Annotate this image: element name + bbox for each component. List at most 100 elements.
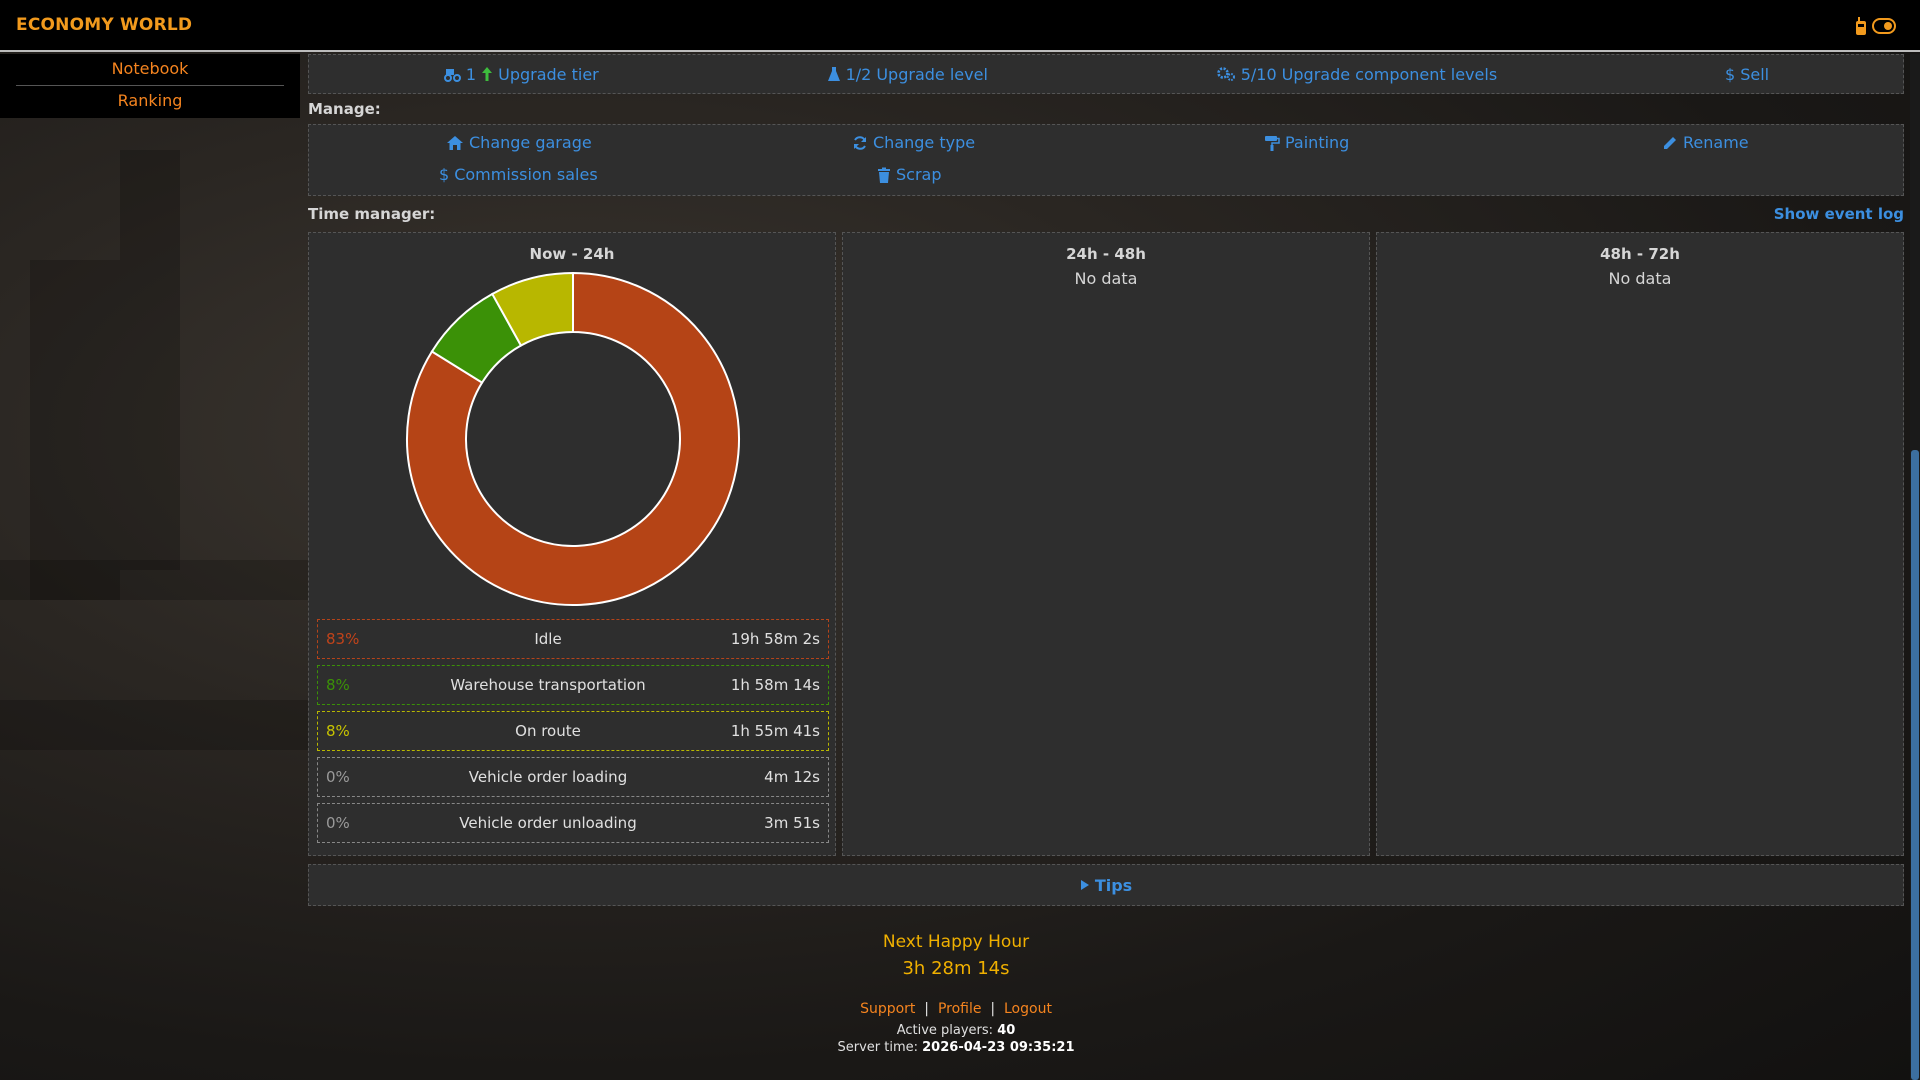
footer: Next Happy Hour 3h 28m 14s Support | Pro… xyxy=(308,932,1604,1055)
scrap-button[interactable]: Scrap xyxy=(877,165,942,184)
pencil-icon xyxy=(1664,136,1676,149)
background-tower xyxy=(30,260,120,600)
server-time: Server time: 2026-04-23 09:35:21 xyxy=(308,1040,1604,1055)
time-column-now: Now - 24h 83% Idle 19h 58m 2s 8% Warehouse t… xyxy=(308,232,836,856)
commission-sales-label: Commission sales xyxy=(454,165,598,184)
tips-toggle[interactable]: Tips xyxy=(308,864,1904,906)
time-manager-title: Time manager: xyxy=(308,205,436,223)
scrollbar-thumb[interactable] xyxy=(1911,450,1919,1080)
upgrade-component-label: Upgrade component levels xyxy=(1281,64,1498,84)
app-brand[interactable]: ECONOMY WORLD xyxy=(16,15,193,35)
tractor-icon xyxy=(443,69,461,82)
donut-slice-idle[interactable] xyxy=(406,271,740,606)
legend-label: Vehicle order unloading xyxy=(459,814,637,832)
happy-hour-title: Next Happy Hour xyxy=(882,932,1030,952)
sell-button[interactable]: $ Sell xyxy=(1725,65,1769,84)
paint-roller-icon xyxy=(1265,135,1280,151)
rename-button[interactable]: Rename xyxy=(1662,133,1749,152)
legend-percent: 83% xyxy=(326,630,360,648)
change-garage-label: Change garage xyxy=(469,133,592,152)
commission-sales-button[interactable]: $ Commission sales xyxy=(439,165,598,184)
change-garage-button[interactable]: Change garage xyxy=(446,133,592,152)
upgrade-component-button[interactable]: 5/10 Upgrade component levels xyxy=(1216,65,1497,84)
time-column-24-48: 24h - 48h No data xyxy=(842,232,1370,856)
column-no-data: No data xyxy=(1608,269,1672,288)
support-link[interactable]: Support xyxy=(860,1001,916,1017)
footer-links: Support | Profile | Logout xyxy=(860,1001,1052,1017)
active-players-label: Active players: xyxy=(896,1023,994,1038)
upgrade-level-count: 1/2 xyxy=(845,64,872,84)
legend-row: 8% On route 1h 55m 41s xyxy=(317,711,829,751)
profile-link[interactable]: Profile xyxy=(937,1001,982,1017)
scrap-label: Scrap xyxy=(896,165,942,184)
cogs-icon xyxy=(1216,67,1235,81)
upgrade-bar: 1 Upgrade tier 1/2 Upgrade level 5/10 Up… xyxy=(308,54,1904,94)
walkie-talkie-icon[interactable] xyxy=(1854,16,1868,36)
upgrade-tier-button[interactable]: 1 Upgrade tier xyxy=(443,65,599,84)
column-title: Now - 24h xyxy=(529,245,615,263)
flask-icon xyxy=(827,67,840,81)
background-pipe xyxy=(0,560,310,600)
legend-duration: 19h 58m 2s xyxy=(730,630,820,648)
toggle-icon[interactable] xyxy=(1872,18,1896,34)
dollar-icon: $ xyxy=(1725,64,1736,84)
rename-label: Rename xyxy=(1683,133,1749,152)
time-manager-header: Time manager: Show event log xyxy=(308,196,1904,232)
time-column-48-72: 48h - 72h No data xyxy=(1376,232,1904,856)
active-players-count: 40 xyxy=(997,1023,1016,1038)
upgrade-tier-count: 1 xyxy=(465,64,477,84)
painting-label: Painting xyxy=(1285,133,1350,152)
legend-duration: 1h 55m 41s xyxy=(730,722,820,740)
active-players: Active players: 40 xyxy=(308,1023,1604,1038)
upgrade-component-count: 5/10 xyxy=(1240,64,1277,84)
legend-duration: 3m 51s xyxy=(764,814,820,832)
legend-row: 0% Vehicle order unloading 3m 51s xyxy=(317,803,829,843)
legend-percent: 0% xyxy=(326,814,350,832)
legend-label: Warehouse transportation xyxy=(450,676,646,694)
time-columns: Now - 24h 83% Idle 19h 58m 2s 8% Warehouse t… xyxy=(308,232,1904,856)
column-title: 48h - 72h xyxy=(1600,245,1680,263)
trash-icon xyxy=(878,167,890,183)
logout-link[interactable]: Logout xyxy=(1004,1001,1052,1017)
dollar-icon: $ xyxy=(439,165,450,184)
upgrade-level-button[interactable]: 1/2 Upgrade level xyxy=(827,65,988,84)
manage-panel: Change garage Change type Painting Ren xyxy=(308,124,1904,196)
chart-legend: 83% Idle 19h 58m 2s 8% Warehouse transportat… xyxy=(317,619,829,849)
legend-percent: 0% xyxy=(326,768,350,786)
sidebar: Notebook Ranking xyxy=(0,54,300,118)
legend-duration: 1h 58m 14s xyxy=(730,676,820,694)
happy-hour-countdown: 3h 28m 14s xyxy=(902,958,1010,979)
server-time-label: Server time: xyxy=(837,1040,918,1055)
legend-label: On route xyxy=(515,722,581,740)
triangle-right-icon xyxy=(1080,880,1089,890)
tips-label: Tips xyxy=(1094,875,1133,895)
show-event-log-link[interactable]: Show event log xyxy=(1773,205,1904,223)
upgrade-tier-label: Upgrade tier xyxy=(498,64,599,84)
column-no-data: No data xyxy=(1074,269,1138,288)
tips-button[interactable]: Tips xyxy=(1080,876,1132,895)
sidebar-item-ranking[interactable]: Ranking xyxy=(117,91,183,110)
sell-label: Sell xyxy=(1740,64,1770,84)
top-bar: ECONOMY WORLD xyxy=(0,0,1920,52)
legend-row: 8% Warehouse transportation 1h 58m 14s xyxy=(317,665,829,705)
change-type-button[interactable]: Change type xyxy=(852,133,975,152)
column-title: 24h - 48h xyxy=(1066,245,1146,263)
legend-label: Vehicle order loading xyxy=(468,768,628,786)
manage-title: Manage: xyxy=(308,100,381,118)
legend-percent: 8% xyxy=(326,676,350,694)
main-content: 1 Upgrade tier 1/2 Upgrade level 5/10 Up… xyxy=(308,54,1904,906)
home-icon xyxy=(447,135,463,150)
legend-duration: 4m 12s xyxy=(764,768,820,786)
background-chimney xyxy=(120,150,180,570)
donut-slice-on-route[interactable] xyxy=(490,271,574,347)
donut-chart xyxy=(406,271,740,606)
upgrade-level-label: Upgrade level xyxy=(876,64,988,84)
legend-percent: 8% xyxy=(326,722,350,740)
painting-button[interactable]: Painting xyxy=(1264,133,1349,152)
refresh-icon xyxy=(854,135,866,150)
arrow-up-icon xyxy=(482,67,493,81)
top-icons xyxy=(1854,16,1896,36)
legend-row: 83% Idle 19h 58m 2s xyxy=(317,619,829,659)
sidebar-item-notebook[interactable]: Notebook xyxy=(16,54,284,86)
background-pipe xyxy=(0,700,310,750)
